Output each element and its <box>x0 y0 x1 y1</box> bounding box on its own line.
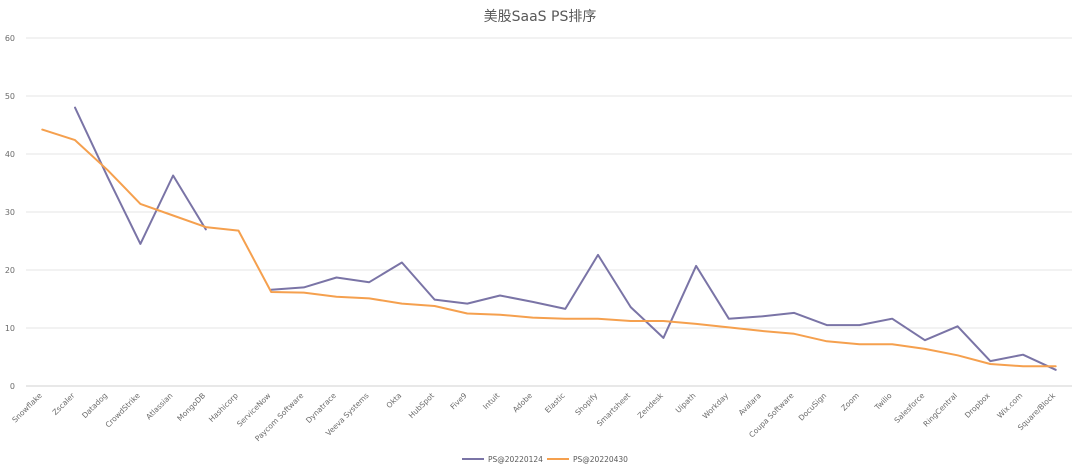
x-tick-label: Smartsheet <box>595 391 632 428</box>
legend-label: PS@20220124 <box>488 455 543 464</box>
y-tick-label: 40 <box>5 150 15 159</box>
x-tick-label: Intuit <box>481 391 501 411</box>
x-tick-label: Elastic <box>543 391 567 415</box>
series-line-1 <box>74 106 1057 371</box>
x-tick-label: Okta <box>384 391 403 410</box>
x-tick-label: Zendesk <box>636 391 666 421</box>
y-axis-ticks: 0 10 20 30 40 50 60 <box>5 34 15 391</box>
x-tick-label: CrowdStrike <box>103 391 142 430</box>
x-tick-label: Uipath <box>674 391 698 415</box>
x-tick-label: Zoom <box>839 391 861 413</box>
y-tick-label: 60 <box>5 34 15 43</box>
grid-layer <box>26 37 1072 387</box>
x-tick-label: Wix.com <box>995 391 1024 420</box>
series-line-2 <box>41 128 1057 368</box>
x-tick-label: HubSpot <box>407 391 436 420</box>
x-tick-label: Dynatrace <box>304 391 338 425</box>
x-tick-label: MongoDB <box>175 391 207 423</box>
y-tick-label: 10 <box>5 324 15 333</box>
x-tick-label: RingCentral <box>921 391 959 429</box>
x-tick-label: Twilio <box>872 391 894 413</box>
x-tick-label: Zscaler <box>51 390 77 416</box>
x-tick-label: Five9 <box>448 391 468 411</box>
x-tick-label: DocuSign <box>797 391 829 423</box>
y-tick-label: 20 <box>5 266 15 275</box>
series-layer <box>41 106 1057 371</box>
x-tick-label: Datadog <box>80 391 109 420</box>
x-tick-label: Shopify <box>573 391 599 417</box>
x-tick-label: Salesforce <box>892 391 926 425</box>
chart-title: 美股SaaS PS排序 <box>483 9 597 25</box>
y-tick-label: 30 <box>5 208 15 217</box>
legend-label: PS@20220430 <box>573 455 628 464</box>
y-tick-label: 0 <box>10 382 15 391</box>
legend: PS@20220124 PS@20220430 <box>462 455 628 464</box>
x-tick-label: Adobe <box>511 391 534 414</box>
x-tick-label: Atlassian <box>144 391 174 421</box>
y-tick-label: 50 <box>5 92 15 101</box>
x-tick-label: Workday <box>701 391 731 421</box>
x-tick-label: Dropbox <box>963 391 992 420</box>
x-tick-label: Avalara <box>737 391 763 417</box>
x-tick-label: Snowflake <box>10 391 44 425</box>
x-tick-label: Hashicorp <box>207 391 240 424</box>
